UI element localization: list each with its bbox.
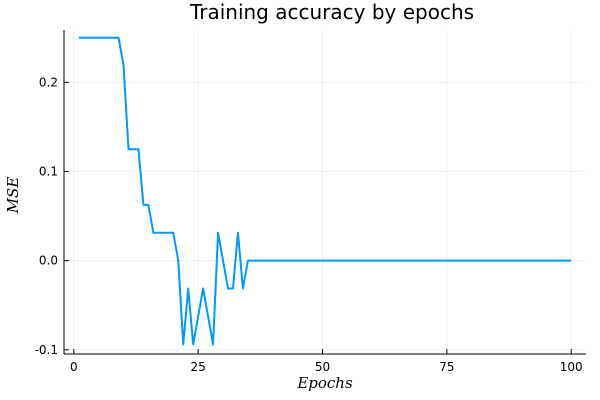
x-axis-label: Epochs (296, 374, 353, 392)
x-tick-label: 25 (191, 360, 206, 374)
series-line (78, 36, 572, 346)
y-tick-label: 0.2 (39, 75, 58, 89)
axes (63, 30, 586, 355)
y-tick-label: 0.0 (39, 254, 58, 268)
y-tick-label: 0.1 (39, 164, 58, 178)
x-tick-label: 100 (560, 360, 583, 374)
y-axis-ticks: -0.1 0.0 0.1 0.2 (35, 75, 69, 357)
y-tick-label: -0.1 (35, 343, 58, 357)
x-axis-ticks: 0 25 50 75 100 (70, 349, 583, 374)
x-tick-label: 0 (70, 360, 78, 374)
series-layer (78, 36, 572, 346)
x-tick-label: 50 (315, 360, 330, 374)
chart-title: Training accuracy by epochs (189, 0, 474, 24)
x-tick-label: 75 (439, 360, 454, 374)
y-axis-label: MSE (4, 177, 22, 215)
